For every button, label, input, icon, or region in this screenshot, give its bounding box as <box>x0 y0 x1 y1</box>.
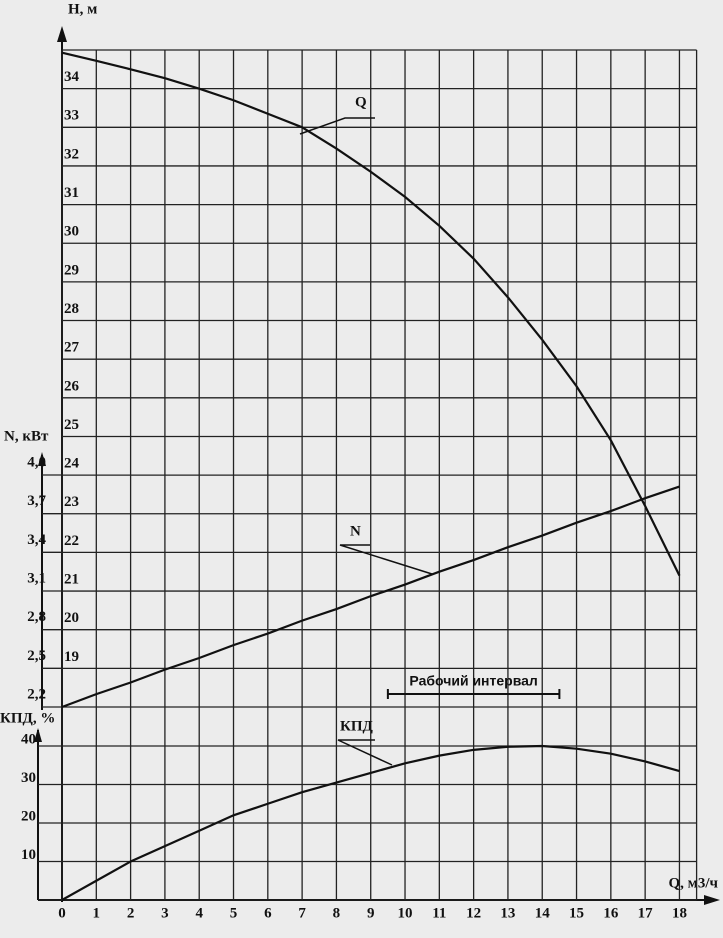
y-tick-label: 22 <box>64 533 79 549</box>
y3-tick-label: 30 <box>21 770 36 786</box>
series-label: Q <box>355 94 367 110</box>
x-tick-label: 10 <box>398 905 413 921</box>
y-tick-label: 21 <box>64 571 79 587</box>
series-line <box>61 744 680 901</box>
x-tick-label: 4 <box>195 905 203 921</box>
interval-bracket <box>386 689 561 699</box>
y-tick-label: 34 <box>64 69 80 85</box>
y-tick-label: 27 <box>64 340 80 356</box>
x-tick-label: 7 <box>298 905 306 921</box>
x-tick-label: 15 <box>569 905 584 921</box>
x-arrow <box>704 895 720 905</box>
y-tick-label: 23 <box>64 494 79 510</box>
y3-tick-label: 20 <box>21 808 36 824</box>
y-tick-label: 30 <box>64 224 79 240</box>
y3-tick-label: 10 <box>21 847 36 863</box>
y3-arrow <box>34 728 42 742</box>
y-tick-label: 25 <box>64 417 79 433</box>
y2-tick-label: 3,1 <box>27 570 46 586</box>
x-tick-label: 1 <box>93 905 101 921</box>
y-tick-label: 20 <box>64 610 79 626</box>
x-axis-label: Q, м3/ч <box>668 875 718 891</box>
x-tick-label: 17 <box>638 905 654 921</box>
y2-tick-label: 4,0 <box>27 454 46 470</box>
y-tick-label: 33 <box>64 108 79 124</box>
y-tick-label: 31 <box>64 185 79 201</box>
y2-tick-label: 3,4 <box>27 532 46 548</box>
y-tick-label: 19 <box>64 649 79 665</box>
y-tick-label: 29 <box>64 262 79 278</box>
leader-line <box>339 544 433 575</box>
x-tick-label: 2 <box>127 905 135 921</box>
x-tick-label: 8 <box>333 905 341 921</box>
y2-tick-label: 2,2 <box>27 686 46 702</box>
y-tick-label: 28 <box>64 301 79 317</box>
y2-tick-label: 3,7 <box>27 493 46 509</box>
x-tick-label: 16 <box>603 905 619 921</box>
leader-line <box>299 117 375 135</box>
series-line <box>61 51 681 577</box>
leader-line <box>337 739 393 766</box>
x-tick-label: 6 <box>264 905 272 921</box>
x-tick-label: 11 <box>432 905 446 921</box>
y-arrow <box>57 26 67 42</box>
series-label: КПД <box>340 718 374 734</box>
y3-axis-label: КПД, % <box>0 710 55 726</box>
series-line <box>61 485 680 709</box>
y2-axis-label: N, кВт <box>4 428 49 444</box>
y2-arrow <box>38 452 46 466</box>
x-tick-label: 5 <box>230 905 238 921</box>
x-tick-label: 12 <box>466 905 481 921</box>
y2-tick-label: 2,8 <box>27 609 46 625</box>
y-tick-label: 26 <box>64 378 80 394</box>
x-tick-label: 14 <box>535 905 551 921</box>
x-tick-label: 3 <box>161 905 169 921</box>
x-tick-label: 13 <box>500 905 515 921</box>
y-tick-label: 24 <box>64 456 80 472</box>
x-tick-label: 18 <box>672 905 687 921</box>
y-tick-label: 32 <box>64 146 79 162</box>
y3-tick-label: 40 <box>21 731 36 747</box>
interval-label: Рабочий интервал <box>409 673 537 689</box>
series-label: N <box>350 523 361 539</box>
x-tick-label: 0 <box>58 905 66 921</box>
y-axis-label: H, м <box>68 1 97 17</box>
x-tick-label: 9 <box>367 905 375 921</box>
y2-tick-label: 2,5 <box>27 648 46 664</box>
